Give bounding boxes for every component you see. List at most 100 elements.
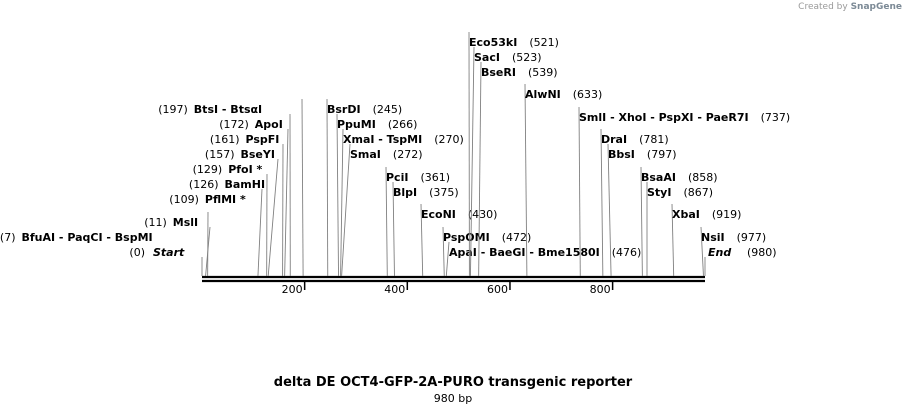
restriction-site: StyI (867) [646, 181, 713, 277]
tick-label: 200 [282, 283, 303, 296]
restriction-site: (157) BseYI [205, 143, 284, 277]
site-position: (977) [737, 231, 767, 244]
site-position: (157) [205, 148, 235, 161]
site-name: PpuMI [337, 118, 376, 131]
site-position: (539) [528, 66, 558, 79]
site-name: BsrDI [327, 103, 361, 116]
site-position: (0) [129, 246, 145, 259]
site-connector [392, 181, 395, 277]
site-name: BseRI [481, 66, 516, 79]
site-position: (633) [573, 88, 603, 101]
site-name: End [708, 246, 731, 259]
site-name: SmaI [350, 148, 381, 161]
site-name: BbsI [608, 148, 635, 161]
site-connector [445, 241, 450, 277]
site-name: PciI [386, 171, 408, 184]
site-name: BlpI [393, 186, 417, 199]
site-name: PflMI * [205, 193, 246, 206]
site-position: (781) [639, 133, 669, 146]
restriction-site: (172) ApoI [219, 113, 291, 277]
site-name: MslI [173, 216, 198, 229]
restriction-site: AlwNI (633) [524, 83, 603, 277]
restriction-site: ApaI - BaeGI - Bme1580I (476) [445, 241, 641, 277]
tick-label: 400 [384, 283, 405, 296]
site-name: PspOMI [443, 231, 490, 244]
site-position: (523) [512, 51, 542, 64]
site-name: BamHI [225, 178, 266, 191]
site-position: (430) [468, 208, 498, 221]
site-connector [336, 113, 339, 277]
site-name: StyI [647, 186, 671, 199]
restriction-site: NsiI (977) [700, 226, 767, 277]
site-connector [420, 203, 424, 277]
restriction-site: PciI (361) [385, 166, 450, 277]
restriction-site: PspOMI (472) [442, 226, 531, 277]
site-position: (245) [373, 103, 403, 116]
site-connector [469, 46, 475, 277]
restriction-site: End (980) [704, 246, 777, 276]
site-position: (737) [761, 111, 791, 124]
restriction-site: (109) PflMI * [169, 188, 263, 277]
site-connector [442, 226, 445, 277]
restriction-site: XbaI (919) [671, 203, 742, 277]
tick-label: 600 [487, 283, 508, 296]
site-position: (858) [688, 171, 718, 184]
site-name: ApoI [255, 118, 283, 131]
site-name: Start [153, 246, 185, 259]
site-connector [607, 143, 612, 277]
site-connector [640, 166, 643, 277]
site-connector [326, 98, 329, 277]
site-name: EcoNI [421, 208, 456, 221]
restriction-site: BsrDI (245) [326, 98, 403, 277]
site-connector [578, 106, 581, 277]
restriction-site: BseRI (539) [478, 61, 558, 277]
site-name: Eco53kI [469, 36, 517, 49]
site-position: (109) [169, 193, 199, 206]
restriction-site: DraI (781) [600, 128, 669, 277]
site-name: DraI [601, 133, 627, 146]
sequence-length: 980 bp [433, 392, 473, 405]
restriction-site: (129) PfoI * [193, 158, 279, 277]
restriction-site: Eco53kI (521) [468, 31, 559, 277]
site-connector [301, 98, 304, 277]
site-position: (266) [388, 118, 418, 131]
restriction-site: XmaI - TspMI (270) [340, 128, 464, 277]
site-connector [340, 128, 344, 277]
site-connector [478, 61, 482, 277]
site-position: (161) [210, 133, 240, 146]
site-name: PfoI * [228, 163, 262, 176]
site-position: (197) [158, 103, 188, 116]
site-connector [257, 188, 263, 277]
site-position: (270) [434, 133, 464, 146]
site-position: (867) [683, 186, 713, 199]
site-position: (919) [712, 208, 742, 221]
site-name: BfuAI - PaqCI - BspMI [22, 231, 153, 244]
site-connector [524, 83, 528, 277]
site-name: XbaI [672, 208, 700, 221]
site-connector [341, 143, 351, 277]
restriction-site: BsaAI (858) [640, 166, 718, 277]
site-connector [700, 226, 704, 277]
tick-label: 800 [590, 283, 611, 296]
restriction-site: (126) BamHI [189, 173, 268, 277]
site-position: (11) [144, 216, 167, 229]
site-name: SmlI - XhoI - PspXI - PaeR7I [579, 111, 749, 124]
site-position: (375) [429, 186, 459, 199]
site-position: (129) [193, 163, 223, 176]
site-position: (7) [0, 231, 16, 244]
site-connector [671, 203, 675, 277]
site-position: (126) [189, 178, 219, 191]
site-name: AlwNI [525, 88, 561, 101]
site-name: BseYI [241, 148, 275, 161]
site-name: SacI [474, 51, 500, 64]
restriction-site: BlpI (375) [392, 181, 459, 277]
restriction-site: (0) Start [129, 246, 203, 276]
snapgene-logo: SnapGene [850, 2, 902, 12]
site-name: BtsI - BtsαI [194, 103, 262, 116]
site-position: (172) [219, 118, 249, 131]
snapgene-credit: Created by SnapGene [798, 2, 902, 12]
site-name: NsiI [701, 231, 725, 244]
site-position: (521) [529, 36, 559, 49]
site-position: (272) [393, 148, 423, 161]
